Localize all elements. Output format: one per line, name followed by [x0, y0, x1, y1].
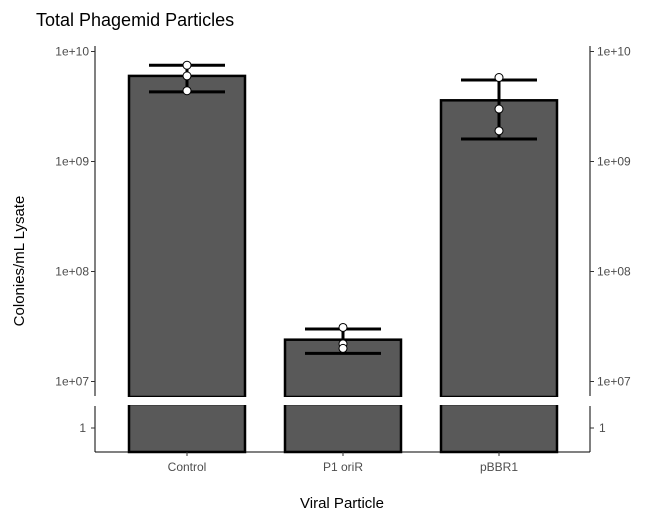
- data-point: [338, 343, 348, 353]
- bar: [439, 99, 559, 399]
- bar-lower-segment: [283, 402, 403, 454]
- y-tick-label: 1e+10: [55, 45, 89, 59]
- y-tick-label-right: 1e+07: [597, 375, 631, 389]
- data-point: [182, 60, 192, 70]
- bar-lower-segment: [127, 402, 247, 454]
- x-tick-label: pBBR1: [480, 460, 518, 474]
- data-point: [338, 322, 348, 332]
- bar: [127, 74, 247, 399]
- data-point: [182, 71, 192, 81]
- x-tick-label: P1 oriR: [323, 460, 363, 474]
- y-tick-label-right: 1e+10: [597, 45, 631, 59]
- data-point: [494, 73, 504, 83]
- x-axis-title: Viral Particle: [300, 495, 384, 512]
- y-tick-label-right: 1: [599, 421, 606, 435]
- y-tick-label: 1: [79, 421, 86, 435]
- y-axis-title: Colonies/mL Lysate: [11, 196, 28, 327]
- data-point: [494, 104, 504, 114]
- plot-area: 1e+07 1e+07 1e+08 1e+08 1e+09 1e+09 1e+10 1e+10…: [55, 45, 631, 475]
- data-point: [494, 126, 504, 136]
- axis-break-gap: [90, 397, 595, 405]
- chart-title: Total Phagemid Particles: [36, 10, 234, 30]
- y-tick-label-right: 1e+08: [597, 265, 631, 279]
- y-tick-label: 1e+08: [55, 265, 89, 279]
- y-tick-label: 1e+07: [55, 375, 89, 389]
- y-tick-label-right: 1e+09: [597, 155, 631, 169]
- y-tick-label: 1e+09: [55, 155, 89, 169]
- x-tick-label: Control: [168, 460, 207, 474]
- data-point: [182, 86, 192, 96]
- bar-lower-segment: [439, 402, 559, 454]
